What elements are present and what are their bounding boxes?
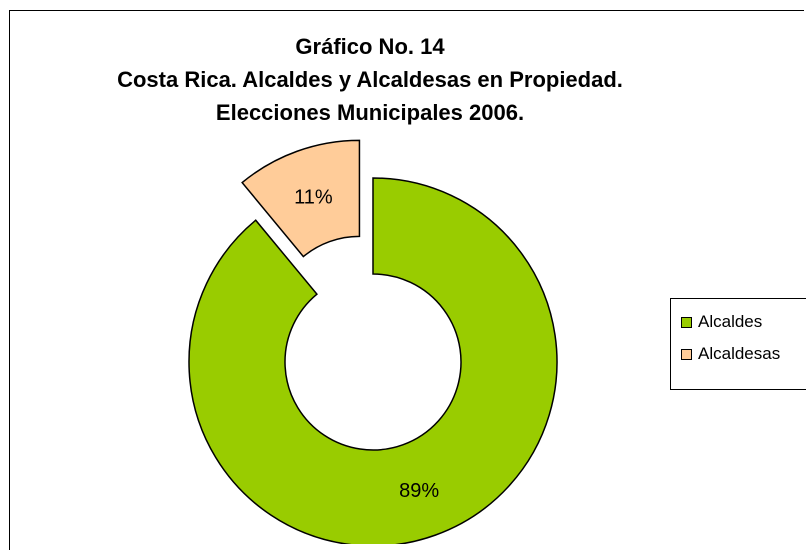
doughnut-data-labels: 89% 11% bbox=[294, 186, 439, 502]
legend-swatch-alcaldes bbox=[681, 316, 692, 328]
legend-label-alcaldes: Alcaldes bbox=[698, 312, 763, 331]
legend-item-alcaldes: Alcaldes bbox=[681, 311, 762, 333]
chart-legend: Alcaldes Alcaldesas bbox=[670, 298, 806, 390]
legend-swatch-alcaldesas bbox=[681, 348, 692, 360]
legend-item-alcaldesas: Alcaldesas bbox=[681, 343, 780, 365]
chart-title-line-1: Gráfico No. 14 bbox=[295, 34, 445, 59]
chart-title-line-2: Costa Rica. Alcaldes y Alcaldesas en Pro… bbox=[117, 67, 623, 92]
chart-area bbox=[9, 10, 804, 550]
doughnut-slices bbox=[188, 139, 558, 544]
data-label-alcaldesas: 11% bbox=[294, 186, 333, 208]
data-label-alcaldes: 89% bbox=[399, 480, 439, 502]
doughnut-slice-alcaldesas bbox=[241, 139, 361, 258]
chart-title-line-3: Elecciones Municipales 2006. bbox=[215, 100, 525, 125]
chart-title: Gráfico No. 14 Costa Rica. Alcaldes y Al… bbox=[0, 30, 740, 129]
legend-label-alcaldesas: Alcaldesas bbox=[698, 344, 781, 363]
doughnut-slice-alcaldes bbox=[188, 177, 558, 544]
